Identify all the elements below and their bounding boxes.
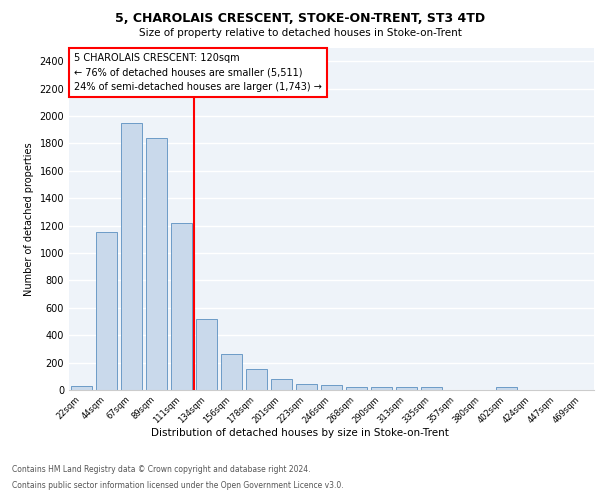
Bar xyxy=(396,388,417,390)
Bar xyxy=(496,388,517,390)
Bar xyxy=(246,369,267,390)
Bar xyxy=(296,384,317,390)
Text: 5 CHAROLAIS CRESCENT: 120sqm
← 76% of detached houses are smaller (5,511)
24% of: 5 CHAROLAIS CRESCENT: 120sqm ← 76% of de… xyxy=(74,52,322,92)
Bar xyxy=(71,386,92,390)
Bar xyxy=(371,388,392,390)
Bar xyxy=(421,388,442,390)
Bar xyxy=(221,354,242,390)
Text: Contains HM Land Registry data © Crown copyright and database right 2024.: Contains HM Land Registry data © Crown c… xyxy=(12,466,311,474)
Text: Distribution of detached houses by size in Stoke-on-Trent: Distribution of detached houses by size … xyxy=(151,428,449,438)
Text: 5, CHAROLAIS CRESCENT, STOKE-ON-TRENT, ST3 4TD: 5, CHAROLAIS CRESCENT, STOKE-ON-TRENT, S… xyxy=(115,12,485,26)
Bar xyxy=(346,388,367,390)
Bar xyxy=(146,138,167,390)
Text: Contains public sector information licensed under the Open Government Licence v3: Contains public sector information licen… xyxy=(12,480,344,490)
Bar xyxy=(171,223,192,390)
Bar xyxy=(121,123,142,390)
Bar xyxy=(96,232,117,390)
Text: Size of property relative to detached houses in Stoke-on-Trent: Size of property relative to detached ho… xyxy=(139,28,461,38)
Y-axis label: Number of detached properties: Number of detached properties xyxy=(24,142,34,296)
Bar xyxy=(271,379,292,390)
Bar xyxy=(196,320,217,390)
Bar xyxy=(321,384,342,390)
